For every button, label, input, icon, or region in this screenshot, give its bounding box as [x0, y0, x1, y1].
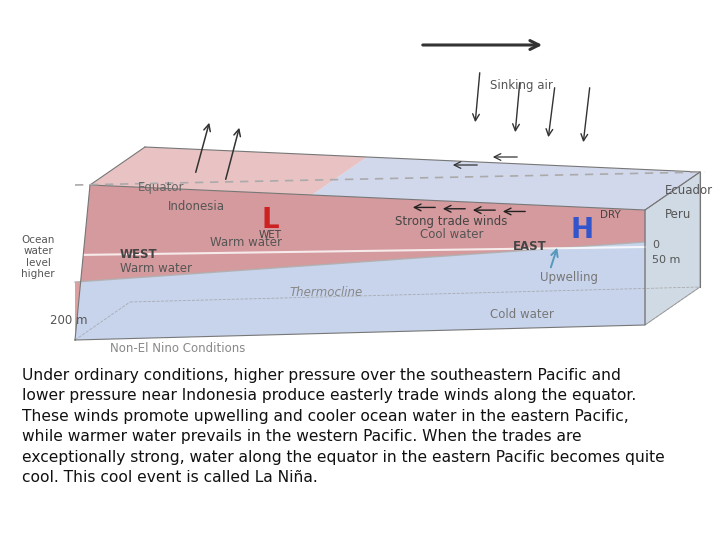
Polygon shape — [645, 172, 700, 325]
Text: Cool water: Cool water — [420, 228, 484, 241]
Text: L: L — [261, 206, 279, 234]
Text: Peru: Peru — [665, 208, 691, 221]
Text: Under ordinary conditions, higher pressure over the southeastern Pacific and
low: Under ordinary conditions, higher pressu… — [22, 368, 665, 485]
Text: Indonesia: Indonesia — [168, 199, 225, 213]
Polygon shape — [90, 147, 367, 195]
Text: 200 m: 200 m — [50, 314, 88, 327]
Text: Warm water: Warm water — [120, 261, 192, 274]
Text: Equator: Equator — [138, 180, 184, 193]
Polygon shape — [312, 157, 700, 210]
Text: EAST: EAST — [513, 240, 547, 253]
Text: 0: 0 — [652, 240, 659, 250]
Text: WET: WET — [258, 230, 282, 240]
Text: Non-El Nino Conditions: Non-El Nino Conditions — [110, 341, 246, 354]
Text: Sinking air: Sinking air — [490, 78, 553, 91]
Polygon shape — [75, 185, 645, 340]
Polygon shape — [75, 185, 645, 340]
Text: WEST: WEST — [120, 248, 158, 261]
Text: Ecuador: Ecuador — [665, 184, 713, 197]
Text: Ocean
water
level
higher: Ocean water level higher — [21, 234, 55, 279]
Text: Cold water: Cold water — [490, 307, 554, 321]
Text: Upwelling: Upwelling — [540, 271, 598, 284]
Text: H: H — [570, 216, 593, 244]
Text: Strong trade winds: Strong trade winds — [395, 215, 508, 228]
Text: Warm water: Warm water — [210, 235, 282, 248]
Text: Thermocline: Thermocline — [290, 286, 364, 299]
Text: 50 m: 50 m — [652, 255, 680, 265]
Text: DRY: DRY — [600, 210, 621, 220]
